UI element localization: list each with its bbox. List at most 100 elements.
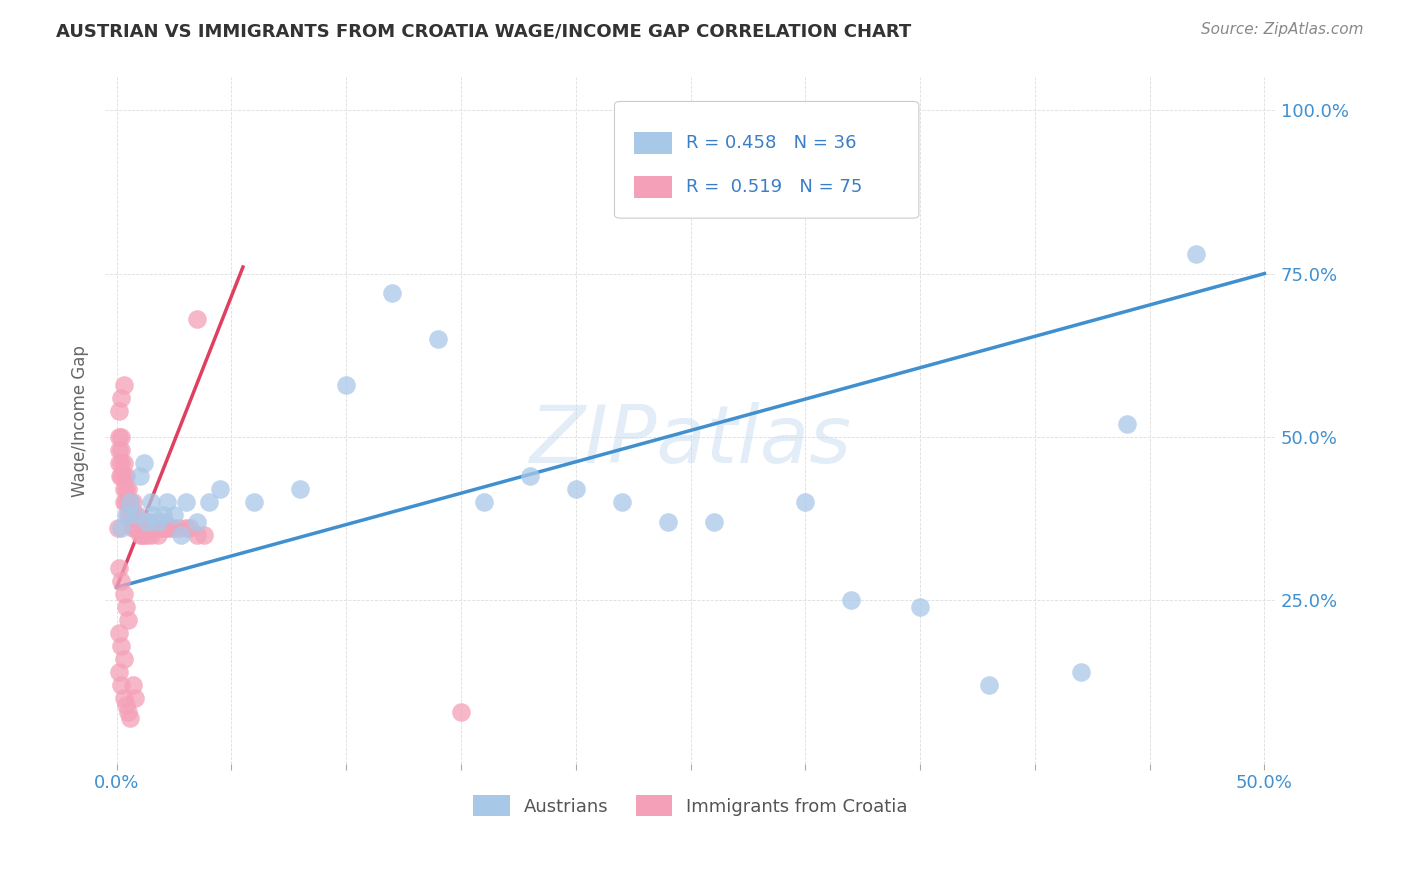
Point — [565, 483, 588, 497]
Point — [108, 560, 131, 574]
Point — [120, 495, 142, 509]
Point — [1184, 247, 1206, 261]
Point — [134, 515, 156, 529]
Point — [290, 483, 312, 497]
Point — [110, 443, 132, 458]
Point — [197, 495, 219, 509]
Point — [112, 377, 135, 392]
Point — [108, 404, 131, 418]
Point — [472, 495, 495, 509]
Point — [124, 521, 146, 535]
Point — [243, 495, 266, 509]
Point — [610, 495, 633, 509]
Point — [115, 495, 138, 509]
Point — [120, 711, 142, 725]
Point — [519, 469, 541, 483]
Point — [146, 521, 169, 535]
Point — [110, 391, 132, 405]
Point — [115, 483, 138, 497]
Point — [112, 469, 135, 483]
Point — [139, 528, 162, 542]
Point — [908, 599, 931, 614]
Point — [120, 495, 142, 509]
Point — [112, 456, 135, 470]
Point — [121, 508, 143, 523]
Point — [128, 515, 150, 529]
Point — [127, 521, 149, 535]
FancyBboxPatch shape — [634, 177, 672, 198]
Point — [153, 515, 176, 529]
Point — [110, 456, 132, 470]
Point — [110, 678, 132, 692]
Point — [1115, 417, 1137, 431]
Point — [657, 515, 679, 529]
Point — [108, 469, 131, 483]
Point — [193, 528, 215, 542]
Point — [142, 521, 165, 535]
Point — [128, 469, 150, 483]
Point — [146, 528, 169, 542]
Point — [127, 508, 149, 523]
Text: ZIPatlas: ZIPatlas — [530, 402, 852, 480]
Point — [131, 515, 153, 529]
Point — [335, 377, 357, 392]
Point — [139, 515, 162, 529]
Point — [450, 705, 472, 719]
Point — [121, 495, 143, 509]
Point — [152, 521, 174, 535]
FancyBboxPatch shape — [614, 102, 920, 219]
Point — [115, 599, 138, 614]
Point — [1070, 665, 1092, 680]
Point — [179, 521, 201, 535]
Point — [170, 528, 193, 542]
Point — [794, 495, 817, 509]
Point — [174, 495, 197, 509]
Legend: Austrians, Immigrants from Croatia: Austrians, Immigrants from Croatia — [467, 789, 915, 823]
Point — [112, 483, 135, 497]
Point — [152, 508, 174, 523]
Point — [134, 456, 156, 470]
Point — [120, 508, 142, 523]
Point — [135, 515, 157, 529]
Point — [839, 593, 862, 607]
Point — [149, 521, 172, 535]
FancyBboxPatch shape — [634, 132, 672, 154]
Point — [146, 515, 169, 529]
Point — [115, 508, 138, 523]
Point — [124, 508, 146, 523]
Point — [115, 698, 138, 712]
Text: Source: ZipAtlas.com: Source: ZipAtlas.com — [1201, 22, 1364, 37]
Point — [186, 312, 208, 326]
Point — [124, 508, 146, 523]
Point — [186, 515, 208, 529]
Point — [110, 574, 132, 588]
Point — [128, 528, 150, 542]
Point — [134, 528, 156, 542]
Point — [112, 652, 135, 666]
Point — [117, 613, 139, 627]
Text: AUSTRIAN VS IMMIGRANTS FROM CROATIA WAGE/INCOME GAP CORRELATION CHART: AUSTRIAN VS IMMIGRANTS FROM CROATIA WAGE… — [56, 22, 911, 40]
Point — [112, 587, 135, 601]
Point — [108, 443, 131, 458]
Point — [115, 469, 138, 483]
Point — [108, 665, 131, 680]
Point — [208, 483, 231, 497]
Point — [156, 495, 179, 509]
Point — [117, 483, 139, 497]
Point — [702, 515, 724, 529]
Point — [145, 521, 167, 535]
Point — [121, 521, 143, 535]
Point — [135, 515, 157, 529]
Point — [977, 678, 1000, 692]
Point — [131, 528, 153, 542]
Point — [138, 521, 160, 535]
Point — [108, 456, 131, 470]
Point — [117, 705, 139, 719]
Point — [117, 495, 139, 509]
Point — [427, 332, 450, 346]
Point — [124, 691, 146, 706]
Point — [159, 521, 181, 535]
Point — [107, 521, 129, 535]
Point — [139, 495, 162, 509]
Text: R = 0.458   N = 36: R = 0.458 N = 36 — [686, 135, 856, 153]
